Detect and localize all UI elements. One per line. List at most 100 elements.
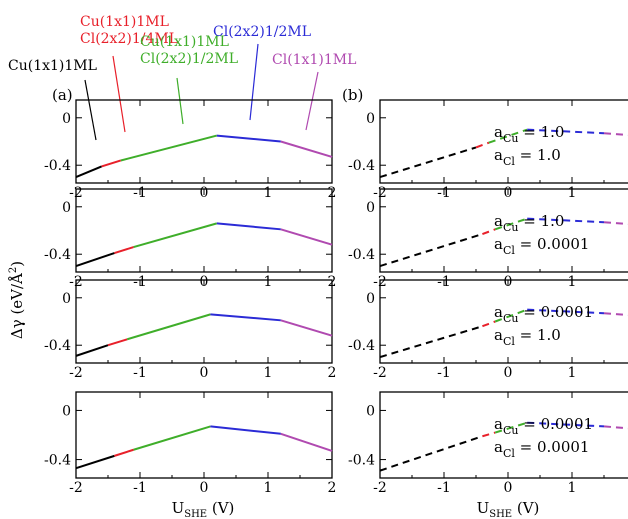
y-tick-label: 0 [366, 403, 375, 419]
series-line-3 [133, 222, 218, 249]
x-tick-label: 0 [504, 480, 513, 496]
series-line-4 [527, 308, 605, 315]
y-tick-label: 0 [62, 200, 71, 216]
series-line-1 [379, 233, 483, 268]
panel-a3: -2 -1 0 1 2 0 -0.4 [44, 279, 337, 381]
series-line-1 [75, 252, 115, 268]
x-axis-label-b: USHE (V) [477, 499, 540, 519]
series-line-2 [482, 228, 496, 235]
y-tick-label: -0.4 [348, 247, 375, 263]
series-line-5 [603, 312, 628, 316]
x-tick-label: 2 [328, 480, 337, 496]
x-tick-label: 2 [328, 365, 337, 381]
series-line-4 [527, 217, 605, 224]
y-tick-label: -0.4 [348, 338, 375, 354]
x-tick-label: -1 [437, 480, 451, 496]
y-tick-label: -0.4 [44, 247, 71, 263]
series-line-2 [482, 431, 496, 438]
plot-frame [75, 188, 333, 273]
series-line-3 [488, 128, 528, 144]
ann-cu1x1: Cu(1x1)1ML [8, 58, 97, 141]
series-line-4 [527, 421, 605, 428]
y-tick-label: 0 [62, 111, 71, 127]
activity-label-1: aCu = 1.0 [494, 123, 564, 145]
y-axis-label: Δγ (eV/Å2) [8, 261, 26, 339]
column-label-b: (b) [342, 86, 363, 104]
series-line-5 [280, 319, 333, 337]
series-line-1 [379, 435, 483, 472]
x-axis-label-a: USHE (V) [172, 499, 235, 519]
annotation-pointer [305, 71, 319, 131]
series-line-1 [379, 146, 477, 179]
series-line-4 [210, 313, 281, 322]
annotation-text: Cl(2x2)1/2ML [140, 51, 238, 67]
x-tick-label: -2 [373, 480, 387, 496]
activity-label-1: aCu = 1.0 [494, 212, 564, 234]
series-line-5 [280, 228, 333, 246]
annotation-pointer [112, 55, 126, 133]
y-tick-label: 0 [62, 403, 71, 419]
series-line-4 [527, 128, 605, 135]
series-line-2 [114, 246, 134, 254]
series-line-1 [75, 454, 115, 470]
series-line-2 [101, 159, 122, 168]
activity-label-2: aCl = 0.0001 [494, 438, 589, 460]
annotation-text: Cl(2x2)1/2ML [213, 24, 311, 40]
series-line-4 [216, 134, 281, 143]
y-tick-label: -0.4 [348, 158, 375, 174]
annotation-pointer [176, 77, 184, 125]
x-tick-label: 1 [264, 365, 273, 381]
series-line-2 [114, 448, 134, 457]
series-line-1 [379, 325, 483, 359]
y-tick-label: 0 [366, 111, 375, 127]
series-line-3 [120, 134, 218, 162]
annotation-pointer [84, 79, 97, 141]
activity-label-2: aCl = 1.0 [494, 326, 561, 348]
y-tick-label: -0.4 [44, 158, 71, 174]
x-tick-label: -1 [437, 365, 451, 381]
x-tick-label: -1 [133, 365, 147, 381]
series-line-2 [475, 141, 490, 149]
activity-label-1: aCu = 0.0001 [494, 303, 593, 325]
series-line-3 [133, 425, 211, 451]
annotation-text: Cl(1x1)1ML [272, 52, 356, 68]
activity-label-2: aCl = 1.0 [494, 146, 561, 168]
series-line-5 [603, 425, 628, 430]
column-label-a: (a) [52, 86, 73, 104]
series-line-2 [482, 320, 496, 328]
x-tick-label: -2 [373, 365, 387, 381]
x-tick-label: 1 [568, 365, 577, 381]
series-line-1 [75, 165, 102, 178]
annotation-text: Cl(2x2)1/4ML [80, 31, 178, 47]
plot-frame [75, 391, 333, 479]
series-line-3 [494, 308, 528, 323]
ann-cl2x2: Cl(2x2)1/2ML [213, 24, 311, 121]
y-tick-label: 0 [62, 291, 71, 307]
series-line-3 [494, 421, 528, 434]
panel-a4: -2 -1 0 1 2 0 -0.4 [44, 391, 337, 496]
x-tick-label: -2 [69, 480, 83, 496]
plot-frame [75, 99, 333, 184]
activity-label-2: aCl = 0.0001 [494, 235, 589, 257]
annotation-text: Cu(1x1)1ML [140, 34, 229, 50]
annotation-text: Cu(1x1)1ML [8, 58, 97, 74]
series-line-4 [210, 425, 281, 435]
series-line-3 [494, 217, 528, 231]
x-tick-label: 0 [200, 365, 209, 381]
y-tick-label: -0.4 [348, 453, 375, 469]
activity-label-1: aCu = 0.0001 [494, 415, 593, 437]
x-tick-label: -2 [69, 365, 83, 381]
series-line-5 [603, 132, 628, 136]
series-line-1 [75, 344, 109, 357]
x-tick-label: 0 [504, 365, 513, 381]
panel-a2: -2 -1 0 1 20-0.4 [44, 188, 336, 290]
y-tick-label: -0.4 [44, 338, 71, 354]
series-line-3 [126, 313, 211, 341]
